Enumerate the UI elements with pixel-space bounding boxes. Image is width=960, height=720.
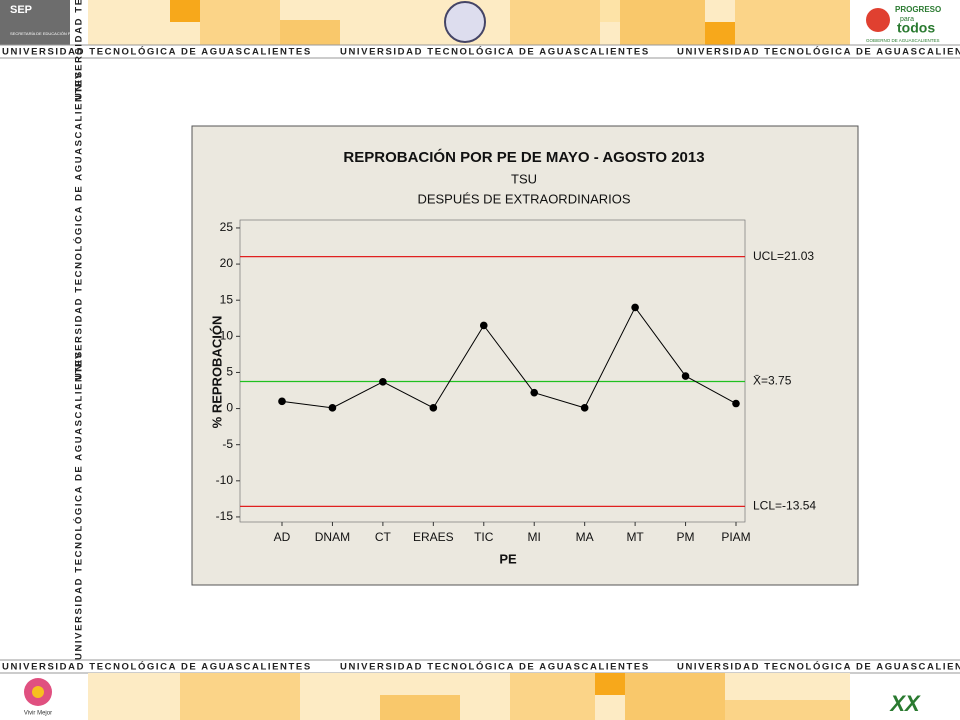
x-tick-label: ERAES	[413, 530, 454, 544]
y-tick-label: -10	[216, 473, 234, 487]
gov-logo-sub: GOBIERNO DE AGUASCALIENTES	[866, 38, 940, 43]
x-tick-label: MA	[576, 530, 594, 544]
x-tick-label: MI	[528, 530, 541, 544]
stripe-text: UNIVERSIDAD TECNOLÓGICA DE AGUASCALIENTE…	[677, 46, 960, 58]
plot-area	[239, 219, 746, 523]
chart-title: REPROBACIÓN POR PE DE MAYO - AGOSTO 2013	[343, 148, 704, 166]
y-tick-label: -15	[216, 509, 234, 523]
gov-logo-text: todos	[897, 20, 935, 36]
gov-logo-text: para	[900, 16, 914, 23]
x-tick-label: PM	[677, 530, 695, 544]
x-axis-label: PE	[499, 551, 517, 566]
stripe-text: UNIVERSIDAD TECNOLÓGICA DE AGUASCALIENTE…	[2, 46, 312, 58]
data-point	[379, 378, 387, 386]
y-axis-label: % REPROBACIÓN	[209, 316, 224, 429]
data-point	[580, 404, 589, 412]
data-point	[631, 303, 639, 312]
stripe-text: UNIVERSIDAD TECNOLÓGICA DE AGUASCALIENTE…	[340, 661, 650, 673]
x-tick-label: MT	[626, 530, 644, 544]
stripe-text: UNIVERSIDAD TECNOLÓGICA DE AGUASCALIENTE…	[2, 661, 312, 673]
data-line	[281, 306, 737, 409]
y-tick-label: -5	[222, 437, 233, 451]
x-tick-label: AD	[274, 530, 291, 544]
gov-logo-mark	[866, 8, 890, 32]
data-point	[732, 399, 740, 408]
data-point	[429, 404, 438, 412]
chart-subtitle: TSU	[511, 171, 537, 186]
y-tick-label: 25	[220, 220, 234, 234]
vivir-mejor-text: Vivir Mejor	[24, 711, 52, 717]
y-tick-label: 10	[220, 328, 234, 342]
stripe-text: UNIVERSIDAD TECNOLÓGICA DE AGUASCALIENTE…	[73, 70, 85, 380]
anniversary-logo: XX	[888, 691, 921, 716]
university-seal	[444, 1, 486, 43]
sep-sub: SECRETARÍA DE EDUCACIÓN PÚBLICA	[10, 31, 85, 36]
data-point	[530, 388, 539, 397]
y-tick-label: 5	[226, 365, 233, 379]
data-point	[278, 397, 286, 406]
data-point	[681, 372, 690, 380]
stripe-text: UNIVERSIDAD TECNOLÓGICA DE AGUASCALIENTE…	[73, 0, 85, 100]
stripe-text: UNIVERSIDAD TECNOLÓGICA DE AGUASCALIENTE…	[677, 661, 960, 673]
control-line-label: LCL=-13.54	[753, 499, 816, 513]
stripe-text: UNIVERSIDAD TECNOLÓGICA DE AGUASCALIENTE…	[340, 46, 650, 58]
x-tick-label: CT	[375, 530, 392, 544]
x-tick-label: TIC	[474, 530, 494, 544]
sep-logo: SEP	[10, 4, 32, 16]
data-point	[328, 404, 337, 412]
gov-logo-text: PROGRESO	[895, 5, 941, 14]
control-line-label: X̄=3.75	[753, 374, 792, 388]
y-tick-label: 15	[220, 292, 234, 306]
stripe-text: UNIVERSIDAD TECNOLÓGICA DE AGUASCALIENTE…	[73, 350, 85, 660]
y-tick-label: 0	[226, 401, 233, 415]
x-tick-label: DNAM	[315, 530, 350, 544]
data-point	[479, 321, 488, 330]
control-line-label: UCL=21.03	[753, 249, 814, 263]
x-tick-label: PIAM	[721, 530, 750, 544]
y-tick-label: 20	[220, 256, 234, 270]
chart-subtitle: DESPUÉS DE EXTRAORDINARIOS	[417, 191, 630, 206]
bottom-banner: Vivir Mejor XX	[24, 673, 921, 720]
